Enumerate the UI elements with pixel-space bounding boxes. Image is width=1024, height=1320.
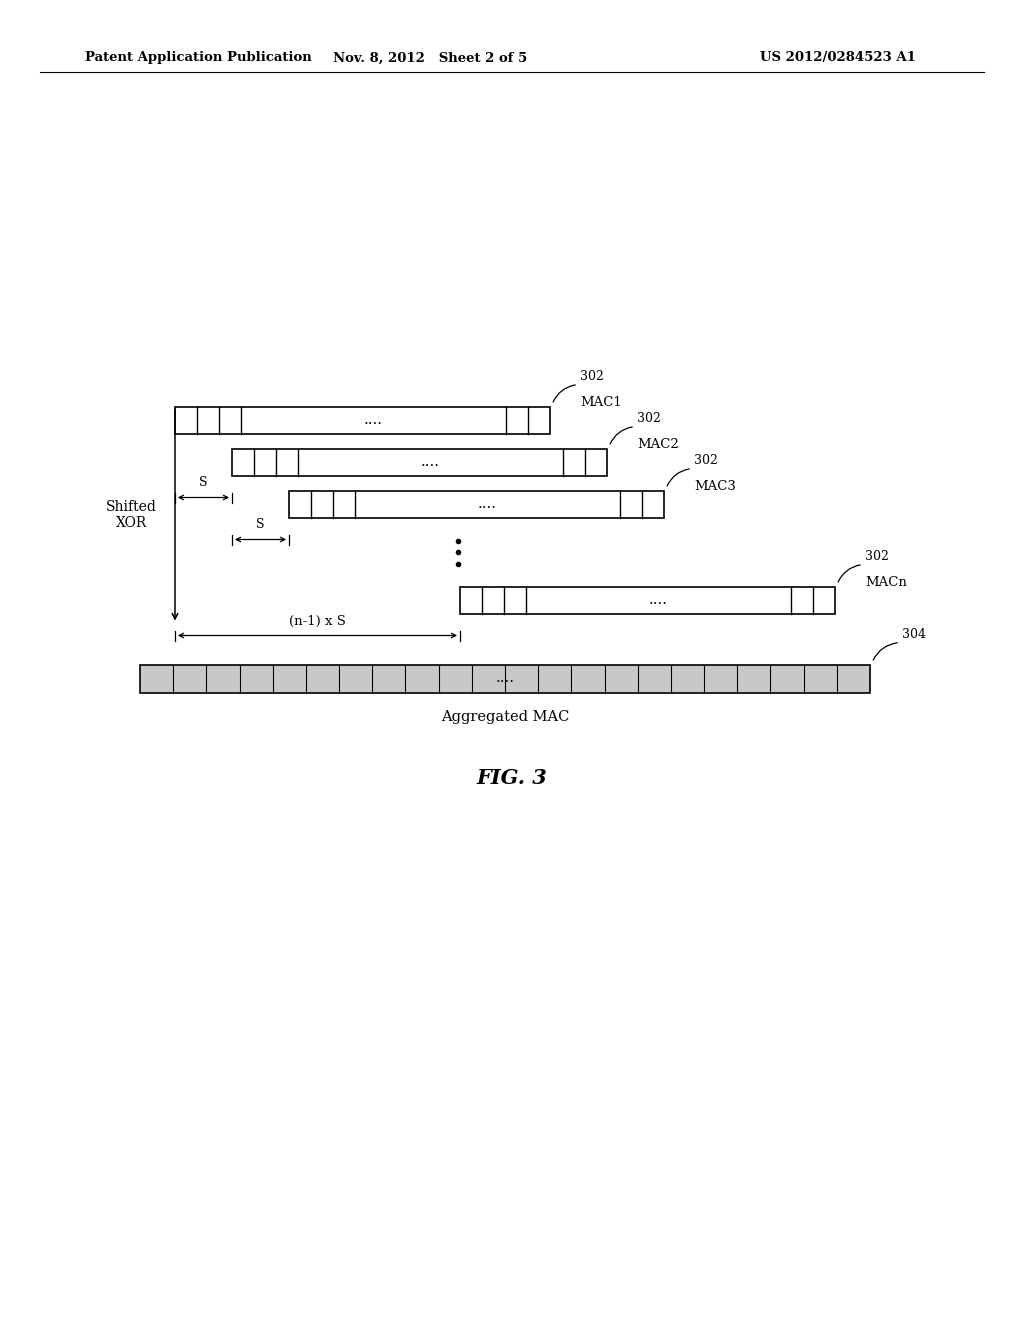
Bar — [175, 407, 550, 433]
Text: Shifted
XOR: Shifted XOR — [106, 500, 157, 531]
Text: ....: .... — [421, 455, 440, 469]
Text: 302: 302 — [580, 370, 604, 383]
Bar — [140, 664, 870, 693]
Text: MACn: MACn — [865, 577, 907, 590]
Bar — [460, 586, 835, 614]
Text: MAC3: MAC3 — [694, 480, 736, 494]
Text: MAC2: MAC2 — [637, 438, 679, 451]
Text: 302: 302 — [694, 454, 718, 466]
Text: Patent Application Publication: Patent Application Publication — [85, 51, 311, 65]
Text: ....: .... — [649, 593, 668, 607]
Text: S: S — [200, 477, 208, 490]
Text: Aggregated MAC: Aggregated MAC — [440, 710, 569, 725]
Text: MAC1: MAC1 — [580, 396, 622, 409]
Text: ....: .... — [364, 413, 383, 426]
Text: ....: .... — [478, 498, 497, 511]
Text: 302: 302 — [637, 412, 660, 425]
Text: 302: 302 — [865, 549, 889, 562]
Text: 304: 304 — [902, 627, 926, 640]
Text: (n-1) x S: (n-1) x S — [289, 615, 346, 627]
Text: ....: .... — [496, 672, 514, 685]
Text: FIG. 3: FIG. 3 — [476, 767, 548, 788]
Text: S: S — [256, 519, 265, 532]
Bar — [232, 449, 607, 475]
Bar — [289, 491, 664, 517]
Text: US 2012/0284523 A1: US 2012/0284523 A1 — [760, 51, 915, 65]
Text: Nov. 8, 2012   Sheet 2 of 5: Nov. 8, 2012 Sheet 2 of 5 — [333, 51, 527, 65]
